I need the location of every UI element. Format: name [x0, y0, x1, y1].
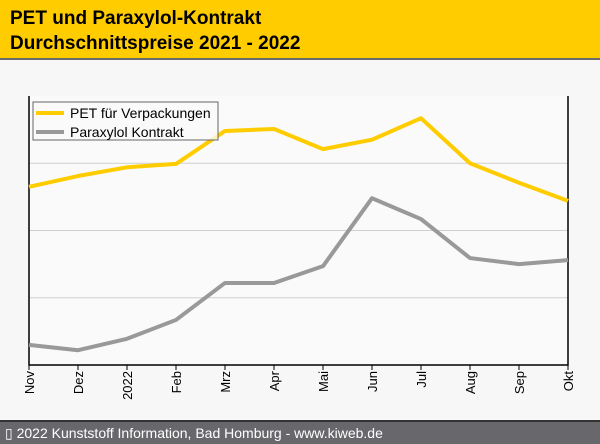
legend-label: PET für Verpackungen [70, 105, 211, 121]
x-tick-label: Mai [316, 371, 331, 392]
series-line-pet [28, 116, 569, 203]
x-tick-label: Feb [169, 371, 184, 393]
x-tick-label: Sep [512, 371, 527, 394]
x-tick-label: Nov [22, 371, 37, 395]
chart-title-line1: PET und Paraxylol-Kontrakt [10, 8, 262, 29]
x-tick-label: Aug [463, 371, 478, 394]
chart-header: PET und Paraxylol-Kontrakt Durchschnitts… [0, 0, 600, 60]
x-tick-label: Okt [561, 371, 576, 392]
x-tick-label: Jul [414, 371, 429, 388]
axis-frame [28, 96, 569, 366]
legend-label: Paraxylol Kontrakt [70, 124, 184, 140]
chart-title-line2: Durchschnittspreise 2021 - 2022 [10, 33, 301, 54]
x-tick-label: Dez [71, 371, 86, 394]
series-line-paraxylol [28, 196, 569, 353]
line-chart: Nov Dez 2022 Feb Mrz Apr Mai Jun Jul Aug Sep Okt PET… [22, 96, 576, 400]
x-tick-label: Jun [365, 371, 380, 392]
copyright-footer: ▯ 2022 Kunststoff Information, Bad Hombu… [0, 420, 600, 444]
x-tick-label: 2022 [120, 371, 135, 400]
x-tick-label: Mrz [218, 371, 233, 393]
x-tick-label: Apr [267, 370, 282, 391]
